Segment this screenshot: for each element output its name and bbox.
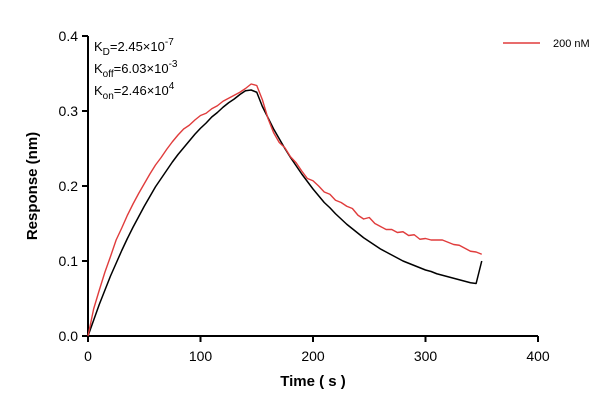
y-tick-label: 0.1: [59, 253, 79, 269]
x-tick-label: 400: [526, 348, 550, 364]
ticks: 0 100 200 300 400 0.0 0.1 0.2 0.3 0.4: [59, 28, 550, 364]
kinetic-constant-label: KD=2.45×10-7: [94, 37, 174, 58]
legend-label: 200 nM: [553, 38, 590, 50]
x-tick-label: 0: [84, 348, 92, 364]
y-tick-label: 0.3: [59, 103, 79, 119]
x-tick-label: 200: [301, 348, 325, 364]
x-tick-label: 100: [189, 348, 213, 364]
y-tick-label: 0.4: [59, 28, 79, 44]
kinetic-constant-label: Koff=6.03×10-3: [94, 59, 178, 80]
x-axis-title: Time ( s ): [280, 373, 346, 390]
y-tick-label: 0.2: [59, 178, 79, 194]
legend: 200 nM: [503, 38, 590, 50]
y-axis-title: Response (nm): [24, 132, 41, 240]
measured-response-line: [87, 83, 483, 337]
y-tick-label: 0.0: [59, 328, 79, 344]
series-layer: [87, 83, 483, 337]
fit-curve-line: [87, 89, 483, 337]
kinetic-constant-label: Kon=2.46×104: [94, 81, 175, 102]
x-tick-label: 300: [414, 348, 438, 364]
